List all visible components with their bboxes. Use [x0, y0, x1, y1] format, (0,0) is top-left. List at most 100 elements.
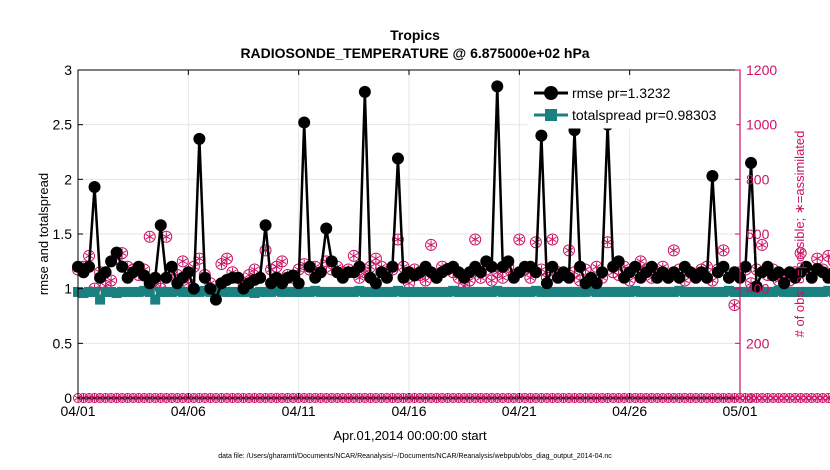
rmse-point — [645, 260, 658, 273]
obs-assimilated-point — [426, 240, 436, 250]
totalspread-point — [591, 286, 602, 297]
rmse-point — [314, 266, 327, 279]
rmse-point — [386, 260, 399, 273]
totalspread-point — [690, 286, 701, 297]
rmse-point — [187, 282, 200, 295]
rmse-point — [380, 271, 393, 284]
obs-assimilated-point — [824, 393, 830, 403]
rmse-point — [254, 271, 267, 284]
totalspread-point — [161, 286, 172, 297]
y-left-tick-label: 0.5 — [53, 335, 73, 351]
rmse-point — [154, 219, 167, 232]
rmse-point — [574, 260, 587, 273]
totalspread-point — [641, 286, 652, 297]
totalspread-point — [823, 285, 830, 296]
totalspread-point — [293, 286, 304, 297]
rmse-point — [546, 260, 559, 273]
totalspread-point — [144, 286, 155, 297]
totalspread-point — [569, 286, 580, 297]
obs-star-stroke — [548, 236, 557, 243]
rmse-point — [502, 255, 515, 268]
rmse-point — [105, 255, 118, 268]
totalspread-point — [712, 286, 723, 297]
obs-star-stroke — [515, 236, 524, 243]
obs-possible-point — [143, 230, 156, 243]
totalspread-point — [817, 286, 828, 297]
rmse-point — [761, 260, 774, 273]
totalspread-point — [608, 286, 619, 297]
totalspread-point — [415, 286, 426, 297]
totalspread-point — [426, 286, 437, 297]
obs-assimilated-point — [195, 254, 204, 264]
totalspread-point — [470, 286, 481, 297]
totalspread-point — [530, 285, 541, 296]
totalspread-point — [784, 286, 795, 297]
totalspread-point — [828, 286, 830, 297]
y-axis-right: 0 200 400 600 800 1000 1200 — [735, 62, 777, 406]
obs-assimilated-point — [603, 237, 612, 247]
rmse-point — [745, 156, 758, 169]
obs-assimilated-point — [719, 245, 728, 255]
y-left-tick-label: 1 — [64, 281, 72, 297]
rmse-point — [612, 255, 625, 268]
totalspread-point — [210, 286, 221, 297]
chart-title: Tropics — [390, 27, 440, 43]
y-axis-left-label: rmse and totalspread — [36, 173, 51, 295]
totalspread-point — [619, 286, 630, 297]
obs-assimilated-point — [250, 265, 259, 275]
rmse-point — [491, 80, 504, 93]
obs-assimilated-point — [498, 273, 507, 283]
totalspread-point — [685, 286, 696, 297]
obs-star-stroke — [250, 266, 259, 273]
rmse-point — [182, 266, 195, 279]
totalspread-point — [563, 286, 574, 297]
totalspread-point — [381, 286, 392, 297]
obs-star-stroke — [421, 277, 430, 284]
obs-star-stroke — [244, 272, 254, 278]
rmse-point — [132, 260, 145, 273]
rmse-point — [198, 271, 211, 284]
totalspread-point — [370, 286, 381, 297]
totalspread-point — [299, 286, 310, 297]
totalspread-point — [503, 286, 514, 297]
totalspread-point — [652, 286, 663, 297]
totalspread-point — [282, 286, 293, 297]
obs-star-stroke — [824, 396, 830, 401]
obs-star-stroke — [730, 302, 739, 308]
rmse-point — [110, 246, 123, 259]
rmse-point — [590, 277, 603, 290]
legend-marker-spread — [545, 109, 557, 121]
rmse-point — [353, 260, 366, 273]
rmse-point — [562, 271, 575, 284]
totalspread-point — [271, 285, 282, 296]
rmse-point — [303, 260, 316, 273]
totalspread-point — [266, 286, 277, 297]
obs-star-stroke — [217, 261, 226, 267]
rmse-point — [474, 266, 487, 279]
obs-possible-point — [419, 274, 432, 287]
rmse-point — [822, 271, 830, 284]
totalspread-point — [768, 286, 779, 297]
obs-possible-point — [717, 244, 730, 257]
totalspread-point — [409, 286, 420, 297]
totalspread-point — [359, 286, 370, 297]
totalspread-point — [227, 286, 238, 297]
obs-assimilated-point — [277, 256, 287, 266]
rmse-point — [83, 260, 96, 273]
obs-assimilated-point — [162, 232, 171, 242]
obs-star-stroke — [272, 264, 281, 270]
totalspread-point — [78, 288, 89, 299]
totalspread-point — [806, 286, 817, 297]
obs-bottom-point — [828, 394, 830, 402]
y-left-tick-label: 2.5 — [53, 117, 73, 133]
totalspread-point — [249, 288, 260, 299]
y-axis-left: 0 0.5 1 1.5 2 2.5 3 — [53, 62, 83, 406]
totalspread-point — [106, 286, 117, 297]
obs-star-stroke — [222, 255, 232, 262]
rmse-point — [209, 293, 222, 306]
totalspread-point — [117, 286, 128, 297]
totalspread-point — [95, 294, 106, 305]
rmse-point — [231, 271, 244, 284]
totalspread-point — [580, 286, 591, 297]
totalspread-point — [255, 286, 266, 297]
